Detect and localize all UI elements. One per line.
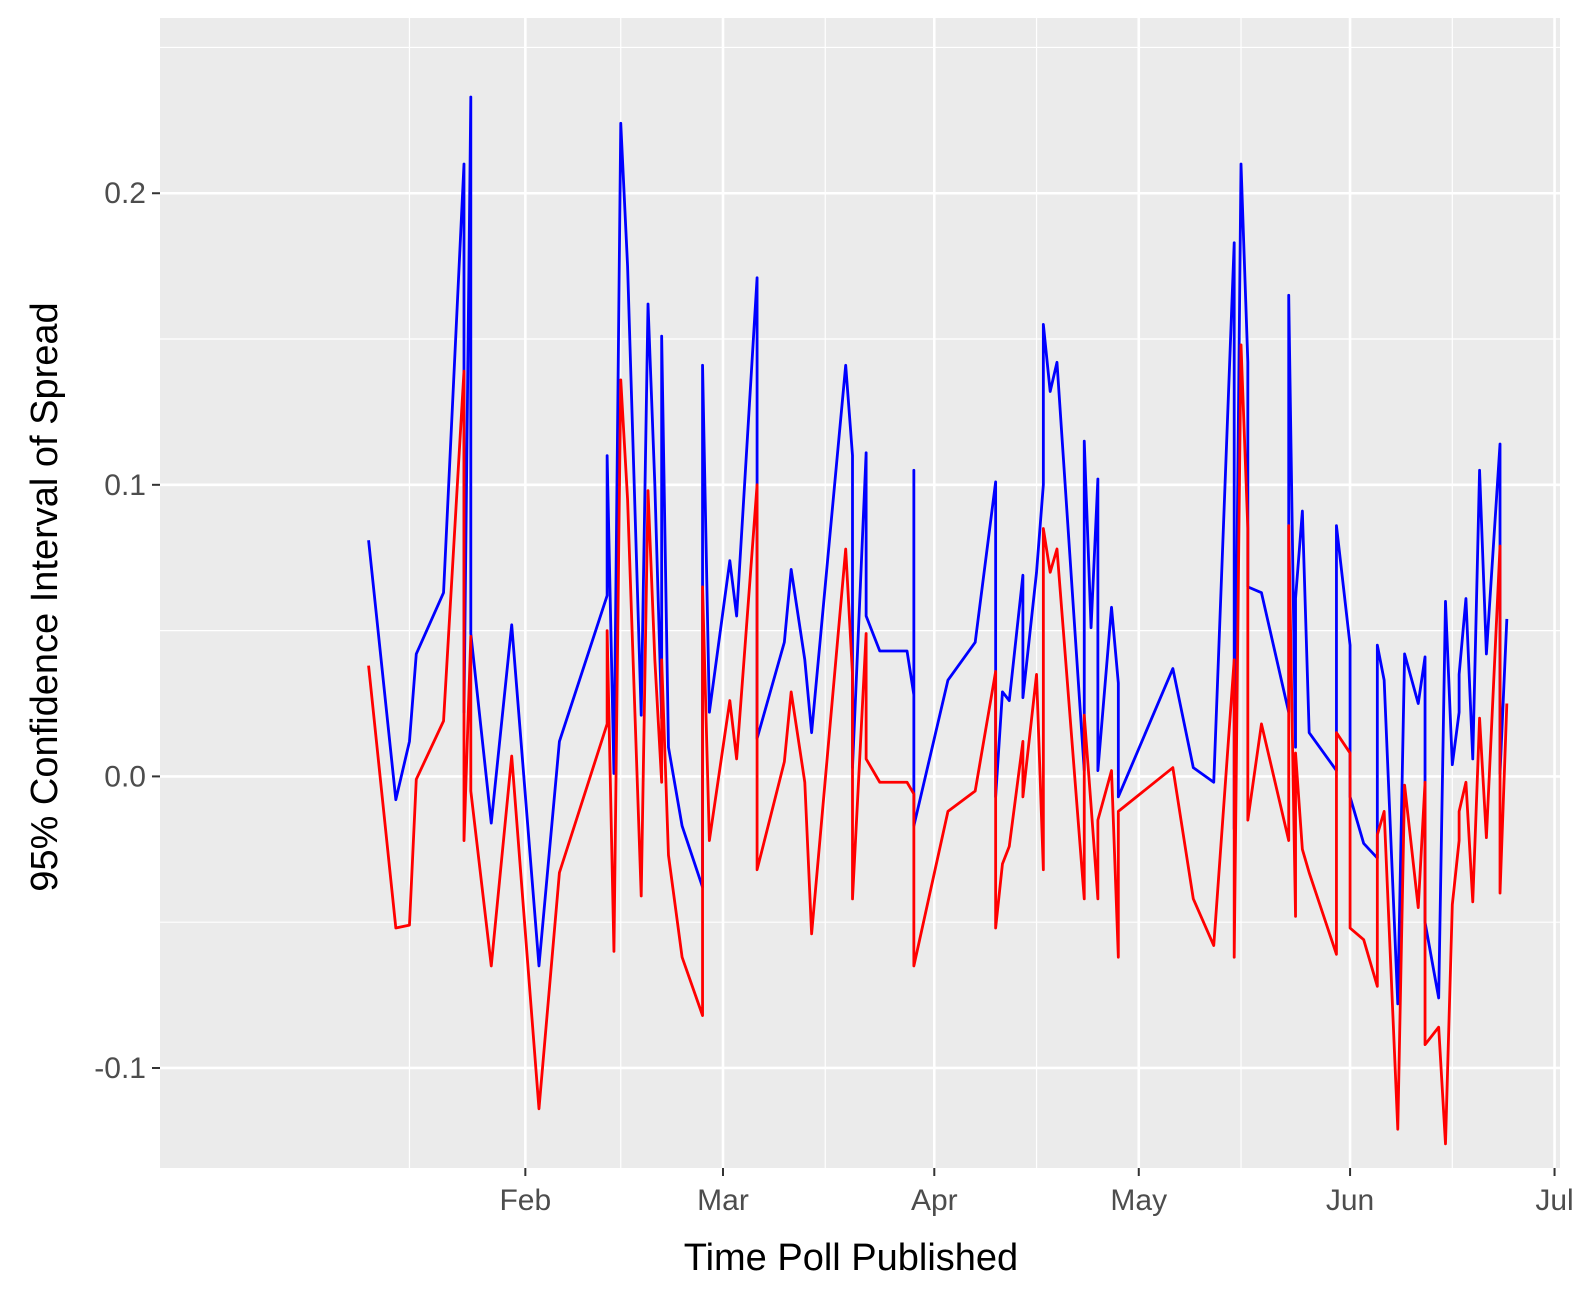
series-layer (367, 95, 1509, 1146)
x-tick-label: Feb (499, 1184, 551, 1217)
x-axis-title: Time Poll Published (684, 1237, 1018, 1279)
y-axis-title: 95% Confidence Interval of Spread (24, 302, 66, 891)
y-tick-label: -0.1 (94, 1052, 146, 1085)
x-tick-labels: Feb Mar Apr May Jun Jul (499, 1184, 1573, 1217)
x-tick-label: Jun (1326, 1184, 1374, 1217)
x-tick-label: Jul (1535, 1184, 1573, 1217)
major-gridlines (160, 18, 1560, 1168)
series-line-1 (367, 95, 1509, 1006)
axis-ticks (152, 192, 1556, 1176)
y-tick-labels: -0.1 0.0 0.1 0.2 (94, 177, 146, 1085)
x-tick-label: Apr (911, 1184, 958, 1217)
y-tick-label: 0.2 (104, 177, 146, 210)
x-tick-label: Mar (697, 1184, 749, 1217)
y-tick-label: 0.0 (104, 760, 146, 793)
x-tick-label: May (1110, 1184, 1167, 1217)
y-tick-label: 0.1 (104, 469, 146, 502)
series-line-2 (367, 343, 1509, 1146)
